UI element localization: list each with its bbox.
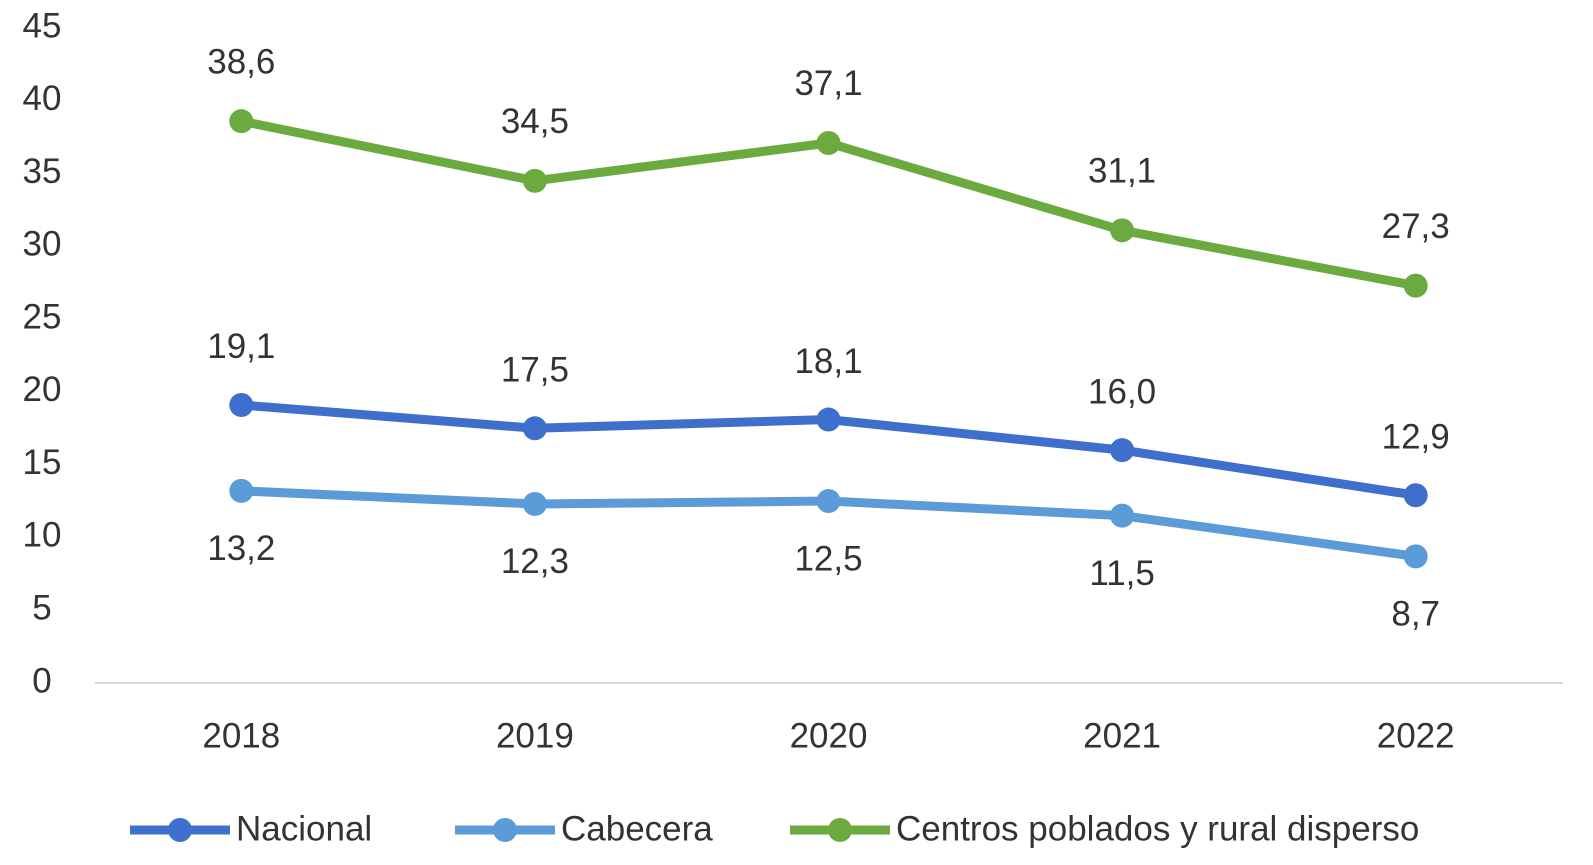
legend-marker	[493, 818, 517, 842]
point	[816, 489, 841, 514]
data-label: 12,5	[794, 539, 862, 578]
data-label: 17,5	[501, 351, 569, 390]
y-tick-label: 20	[23, 370, 62, 409]
x-tick-label: 2018	[202, 716, 280, 755]
y-tick-label: 25	[23, 297, 62, 336]
legend-marker	[168, 818, 192, 842]
legend-label: Cabecera	[561, 809, 713, 848]
point	[1110, 218, 1135, 243]
x-tick-label: 2020	[790, 716, 868, 755]
data-label: 27,3	[1382, 207, 1450, 246]
legend-marker	[828, 818, 852, 842]
data-label: 18,1	[794, 342, 862, 381]
x-tick-label: 2019	[496, 716, 574, 755]
point	[1403, 273, 1428, 298]
y-tick-label: 40	[23, 79, 62, 118]
x-tick-label: 2022	[1377, 716, 1455, 755]
point	[229, 109, 254, 134]
point	[522, 416, 547, 441]
data-label: 38,6	[207, 42, 275, 81]
point	[816, 130, 841, 155]
point	[229, 478, 254, 503]
point	[229, 392, 254, 417]
data-label: 37,1	[794, 64, 862, 103]
legend-label: Centros poblados y rural disperso	[896, 809, 1419, 848]
data-label: 12,9	[1382, 417, 1450, 456]
y-tick-label: 10	[23, 516, 62, 555]
point	[1403, 544, 1428, 569]
x-tick-label: 2021	[1083, 716, 1161, 755]
data-label: 31,1	[1088, 152, 1156, 191]
point	[1110, 438, 1135, 463]
data-label: 16,0	[1088, 372, 1156, 411]
data-label: 13,2	[207, 529, 275, 568]
point	[1110, 503, 1135, 528]
data-label: 34,5	[501, 102, 569, 141]
data-label: 8,7	[1391, 595, 1440, 634]
legend-label: Nacional	[236, 809, 372, 848]
y-tick-label: 15	[23, 443, 62, 482]
y-tick-label: 35	[23, 152, 62, 191]
point	[816, 407, 841, 432]
y-tick-label: 5	[32, 588, 51, 627]
y-tick-label: 0	[32, 661, 51, 700]
y-tick-label: 45	[23, 6, 62, 45]
point	[1403, 483, 1428, 508]
y-tick-label: 30	[23, 225, 62, 264]
data-label: 12,3	[501, 542, 569, 581]
point	[522, 491, 547, 516]
data-label: 11,5	[1089, 554, 1155, 593]
point	[522, 168, 547, 193]
data-label: 19,1	[207, 327, 275, 366]
